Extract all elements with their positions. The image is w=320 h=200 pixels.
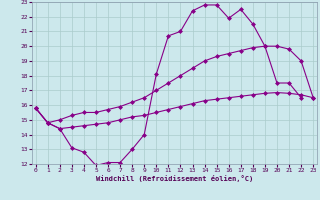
X-axis label: Windchill (Refroidissement éolien,°C): Windchill (Refroidissement éolien,°C) bbox=[96, 175, 253, 182]
